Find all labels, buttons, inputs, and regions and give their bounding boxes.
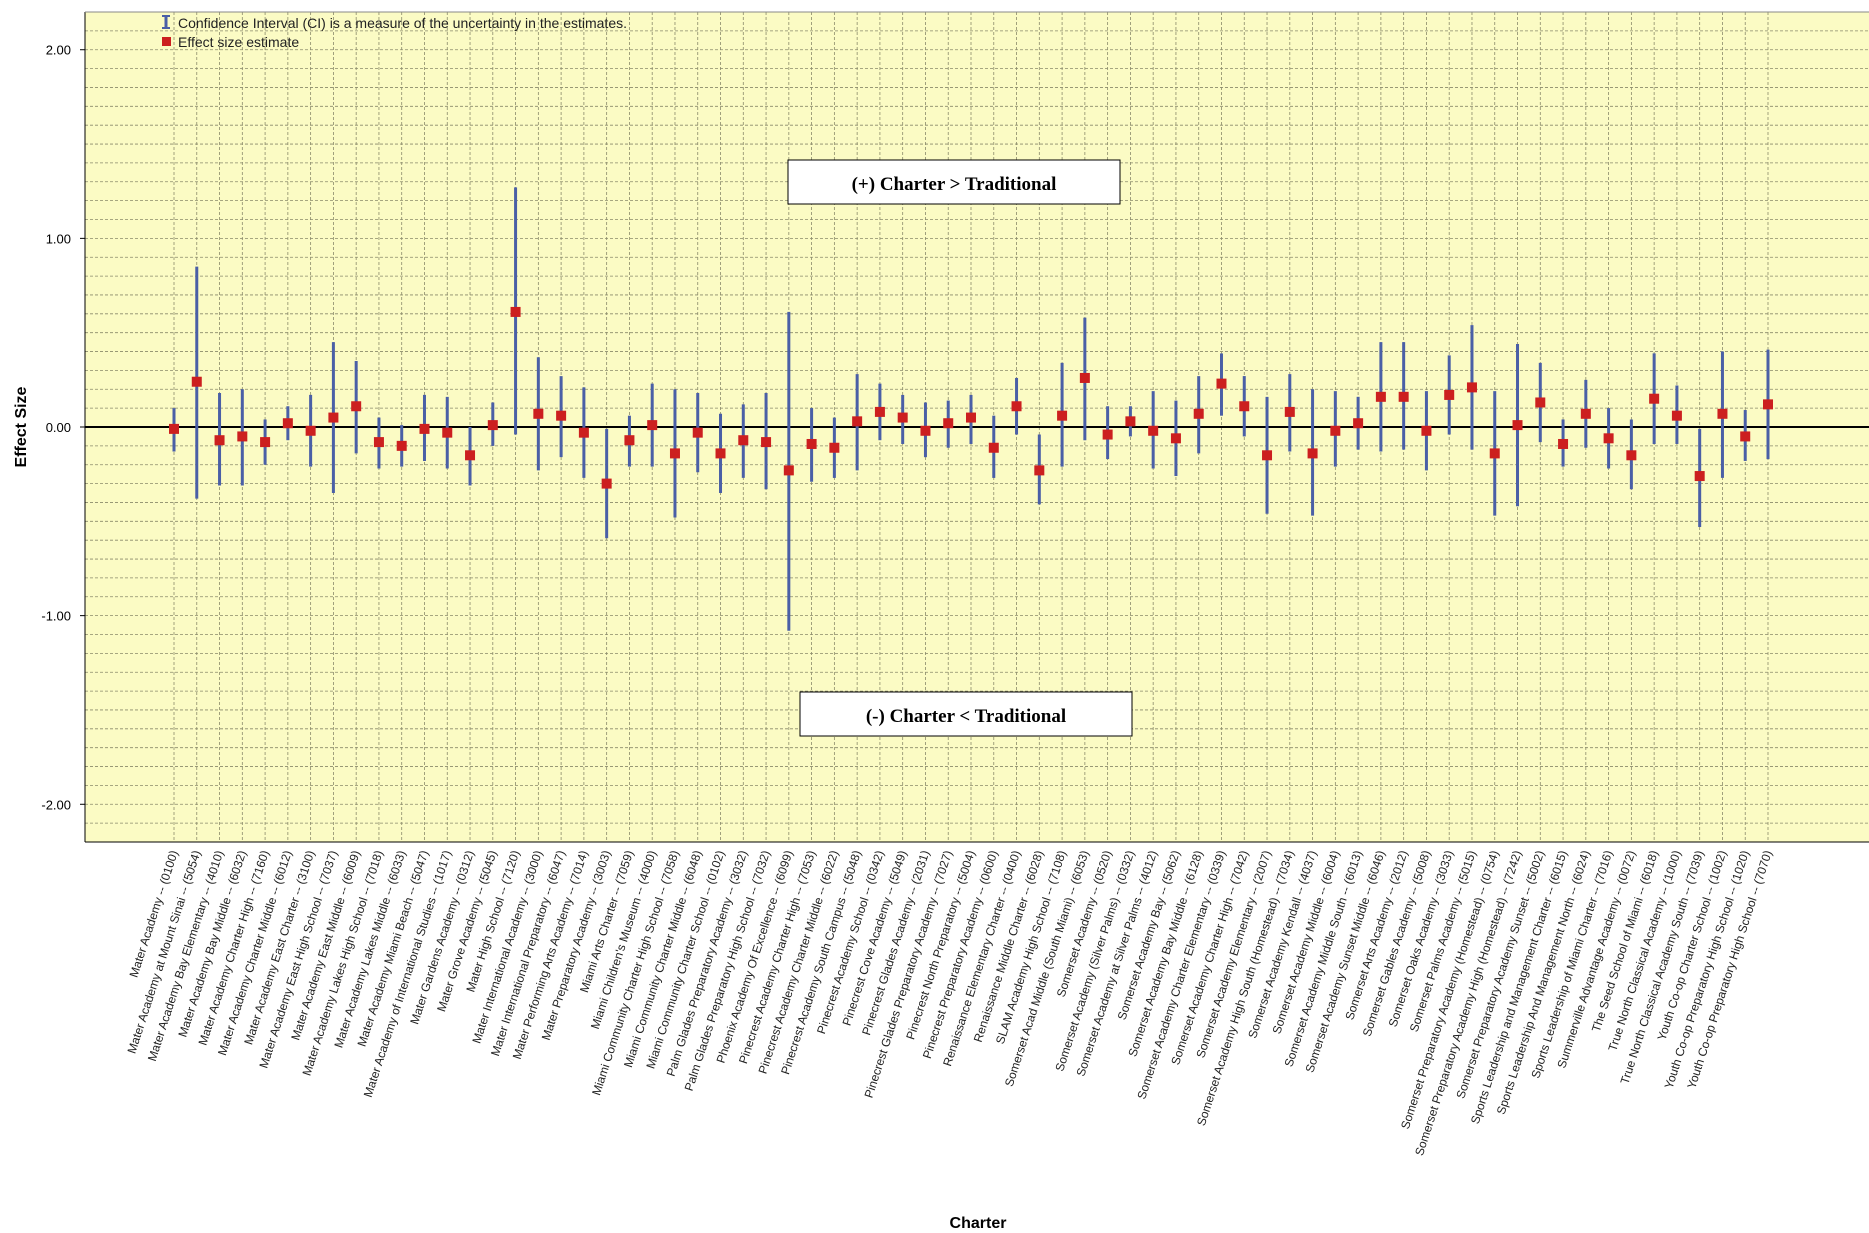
estimate-point	[1671, 410, 1682, 421]
estimate-point	[1057, 410, 1068, 421]
estimate-point	[556, 410, 567, 421]
estimate-point	[1512, 420, 1523, 431]
estimate-point	[1694, 471, 1705, 482]
estimate-point	[1307, 448, 1318, 459]
estimate-point	[601, 478, 612, 489]
estimate-point	[1421, 425, 1432, 436]
legend-estimate-label: Effect size estimate	[178, 34, 299, 50]
estimate-point	[510, 306, 521, 317]
y-axis-title: Effect Size	[13, 386, 30, 467]
legend-ci-icon	[162, 15, 170, 29]
estimate-point	[191, 376, 202, 387]
estimate-point	[487, 420, 498, 431]
y-tick-labels: 2.00 1.00 0.00 -1.00 -2.00	[41, 43, 85, 812]
estimate-point	[966, 412, 976, 423]
y-tick-label: 1.00	[46, 231, 71, 246]
estimate-point	[1626, 450, 1637, 461]
estimate-point	[806, 438, 817, 449]
estimate-point	[874, 406, 885, 417]
estimate-point	[1148, 425, 1159, 436]
estimate-point	[1535, 397, 1546, 408]
estimate-point	[214, 435, 225, 446]
effect-estimates	[169, 306, 1773, 489]
positive-annotation-text: (+) Charter > Traditional	[852, 174, 1057, 195]
estimate-point	[1262, 450, 1273, 461]
estimate-point	[647, 420, 658, 431]
legend: Confidence Interval (CI) is a measure of…	[162, 15, 627, 50]
estimate-point	[897, 412, 908, 423]
legend-ci-label: Confidence Interval (CI) is a measure of…	[178, 15, 627, 31]
estimate-point	[1239, 401, 1250, 412]
estimate-point	[943, 418, 954, 429]
estimate-point	[1603, 433, 1614, 444]
x-axis-title: Charter	[950, 1215, 1007, 1232]
y-tick-label: -2.00	[41, 797, 71, 812]
estimate-point	[328, 412, 339, 423]
estimate-point	[669, 448, 680, 459]
estimate-point	[1466, 382, 1477, 393]
estimate-point	[442, 427, 453, 438]
estimate-point	[237, 431, 248, 442]
estimate-point	[305, 425, 316, 436]
estimate-point	[282, 418, 293, 429]
estimate-point	[1193, 408, 1204, 419]
x-category-labels: Mater Academy -- (0100)Mater Academy at …	[125, 849, 1775, 1158]
estimate-point	[1740, 431, 1751, 442]
estimate-point	[1011, 401, 1022, 412]
estimate-point	[373, 437, 384, 448]
negative-annotation-text: (-) Charter < Traditional	[866, 706, 1066, 727]
estimate-point	[578, 427, 589, 438]
estimate-point	[351, 401, 362, 412]
positive-annotation: (+) Charter > Traditional	[787, 159, 1121, 205]
estimate-point	[1398, 391, 1409, 402]
estimate-point	[1034, 465, 1045, 476]
estimate-point	[1649, 393, 1660, 404]
estimate-point	[1079, 372, 1090, 383]
estimate-point	[1353, 418, 1364, 429]
estimate-point	[988, 442, 999, 453]
estimate-point	[1717, 408, 1728, 419]
estimate-point	[920, 425, 931, 436]
negative-annotation: (-) Charter < Traditional	[799, 691, 1133, 737]
estimate-point	[1489, 448, 1500, 459]
estimate-point	[624, 435, 635, 446]
estimate-point	[1444, 389, 1455, 400]
legend-estimate-icon	[162, 37, 171, 46]
estimate-point	[715, 448, 726, 459]
estimate-point	[1580, 408, 1591, 419]
estimate-point	[692, 427, 703, 438]
estimate-point	[169, 423, 179, 434]
estimate-point	[852, 416, 863, 427]
estimate-point	[1216, 378, 1227, 389]
estimate-point	[1125, 416, 1136, 427]
estimate-point	[829, 442, 840, 453]
y-tick-label: 2.00	[46, 43, 71, 58]
estimate-point	[761, 437, 772, 448]
estimate-point	[396, 440, 407, 451]
estimate-point	[260, 437, 271, 448]
estimate-point	[465, 450, 476, 461]
estimate-point	[1558, 438, 1569, 449]
estimate-point	[1170, 433, 1181, 444]
estimate-point	[738, 435, 749, 446]
y-tick-label: 0.00	[46, 420, 71, 435]
estimate-point	[533, 408, 544, 419]
estimate-point	[1763, 399, 1773, 410]
estimate-point	[1284, 406, 1295, 417]
estimate-point	[783, 465, 794, 476]
estimate-point	[1102, 429, 1113, 440]
estimate-point	[1375, 391, 1386, 402]
y-tick-label: -1.00	[41, 609, 71, 624]
estimate-point	[419, 423, 430, 434]
estimate-point	[1330, 425, 1341, 436]
